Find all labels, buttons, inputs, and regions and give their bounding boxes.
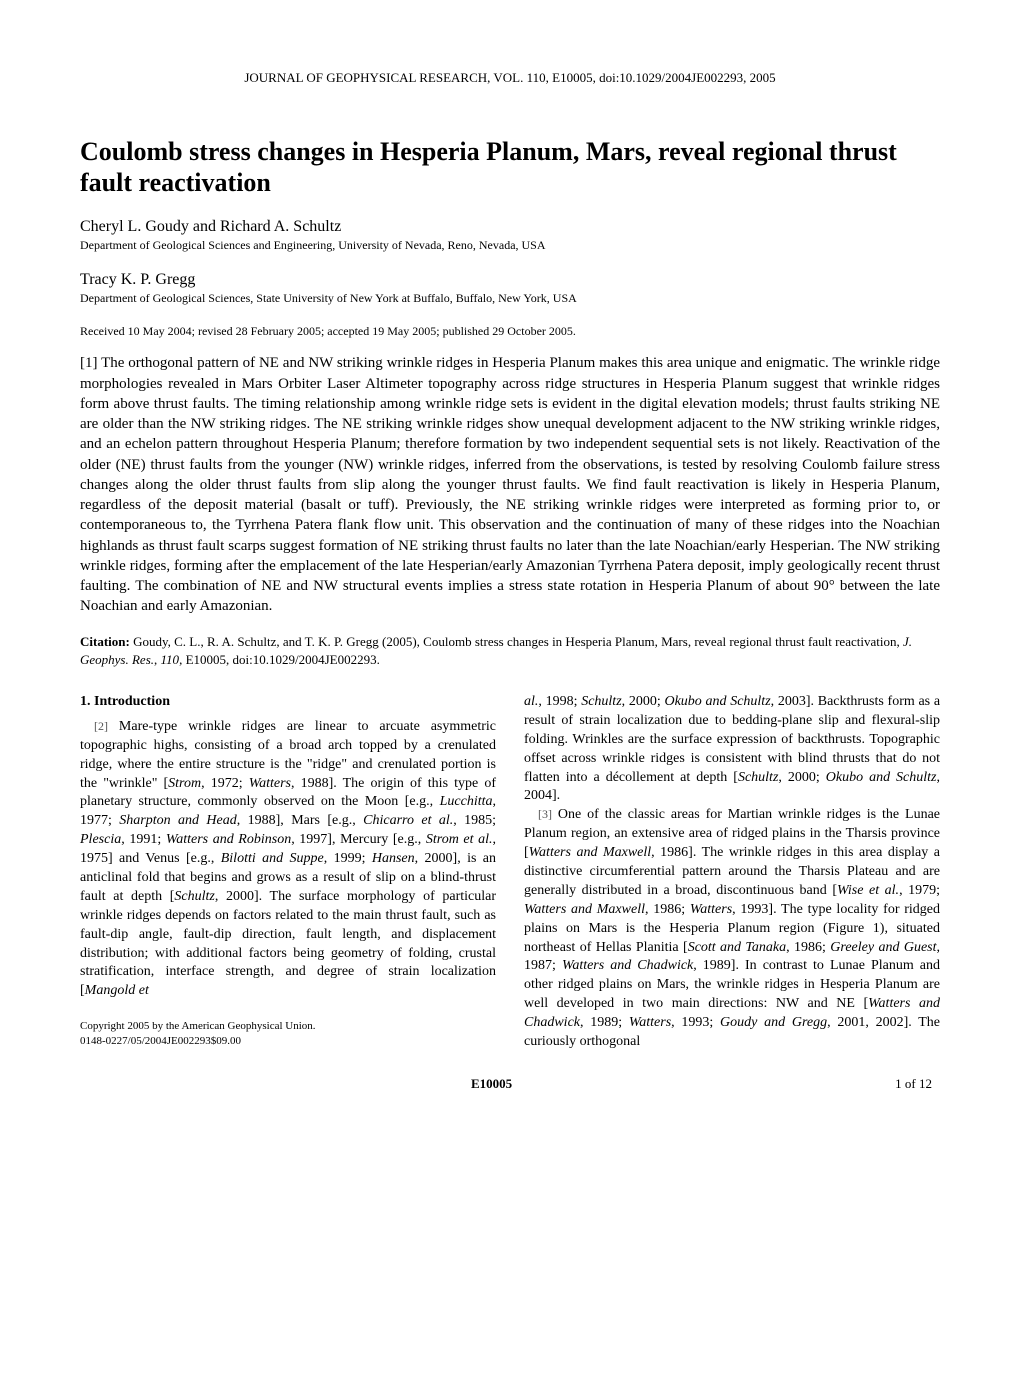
p2-ref-11: Schultz [174, 889, 214, 904]
p2c-ref-2: Schultz [581, 694, 621, 709]
column-left: 1. Introduction [2] Mare-type wrinkle ri… [80, 693, 496, 1052]
p3-ref-5: Scott and Tanaka [688, 940, 786, 955]
journal-header: JOURNAL OF GEOPHYSICAL RESEARCH, VOL. 11… [80, 70, 940, 86]
p3-ref-4: Watters [690, 902, 732, 917]
p2-text-l: , 2000]. The surface morphology of parti… [80, 889, 496, 998]
p3-ref-3: Watters and Maxwell [524, 902, 645, 917]
p2-text-f: , 1985; [453, 813, 496, 828]
p3-text-d: , 1986; [645, 902, 690, 917]
article-title: Coulomb stress changes in Hesperia Planu… [80, 136, 940, 198]
author-2-affiliation: Department of Geological Sciences, State… [80, 291, 940, 306]
copyright-line-1: Copyright 2005 by the American Geophysic… [80, 1019, 496, 1033]
p3-ref-9: Watters [629, 1015, 671, 1030]
column-right: al., 1998; Schultz, 2000; Okubo and Schu… [524, 693, 940, 1052]
article-dates: Received 10 May 2004; revised 28 Februar… [80, 324, 940, 339]
p2c-text-a: , 1998; [538, 694, 581, 709]
p2-ref-9: Bilotti and Suppe [221, 851, 324, 866]
citation-text-before: Goudy, C. L., R. A. Schultz, and T. K. P… [133, 634, 903, 649]
section-1-heading: 1. Introduction [80, 693, 496, 712]
p3-text-f: , 1986; [786, 940, 830, 955]
para-2-prefix: [2] [94, 719, 108, 733]
p2-ref-10: Hansen [372, 851, 415, 866]
p2-ref-6: Plescia [80, 832, 121, 847]
p2-text-e: , 1988], Mars [e.g., [237, 813, 363, 828]
p2c-ref-3: Okubo and Schultz [664, 694, 770, 709]
p2-ref-12: Mangold et [85, 983, 149, 998]
p2-text-g: , 1991; [121, 832, 166, 847]
abstract: [1] The orthogonal pattern of NE and NW … [80, 353, 940, 616]
p2-ref-7: Watters and Robinson [166, 832, 291, 847]
p2-ref-4: Sharpton and Head [119, 813, 236, 828]
p2c-ref-4: Schultz [738, 770, 778, 785]
footer-center: E10005 [471, 1076, 512, 1092]
p3-text-i: , 1989; [580, 1015, 629, 1030]
body-columns: 1. Introduction [2] Mare-type wrinkle ri… [80, 693, 940, 1052]
citation-label: Citation: [80, 634, 130, 649]
footer-right: 1 of 12 [895, 1076, 932, 1092]
p3-ref-1: Watters and Maxwell [529, 845, 652, 860]
page-container: JOURNAL OF GEOPHYSICAL RESEARCH, VOL. 11… [0, 0, 1020, 1132]
citation-text-after: , E10005, doi:10.1029/2004JE002293. [179, 652, 380, 667]
p2-ref-3: Lucchitta [440, 794, 493, 809]
author-1-name: Cheryl L. Goudy and Richard A. Schultz [80, 218, 940, 236]
p2c-ref-1: al. [524, 694, 538, 709]
p3-text-j: , 1993; [671, 1015, 720, 1030]
p3-ref-6: Greeley and Guest [830, 940, 936, 955]
p3-ref-2: Wise et al. [837, 883, 899, 898]
p3-text-c: , 1979; [899, 883, 940, 898]
p2-ref-1: Strom [168, 776, 201, 791]
page-footer: E10005 1 of 12 [80, 1076, 940, 1092]
p2-text-b: , 1972; [201, 776, 249, 791]
p2-ref-8: Strom et al. [426, 832, 493, 847]
author-1-affiliation: Department of Geological Sciences and En… [80, 238, 940, 253]
p2-ref-5: Chicarro et al. [363, 813, 453, 828]
p3-ref-10: Goudy and Gregg [720, 1015, 827, 1030]
p2-text-j: , 1999; [324, 851, 372, 866]
citation: Citation: Goudy, C. L., R. A. Schultz, a… [80, 633, 940, 669]
p2c-text-b: , 2000; [622, 694, 665, 709]
p2c-text-d: , 2000; [778, 770, 825, 785]
abstract-prefix: [1] [80, 355, 98, 371]
copyright: Copyright 2005 by the American Geophysic… [80, 1019, 496, 1048]
paragraph-3: [3] One of the classic areas for Martian… [524, 806, 940, 1052]
citation-volume: 110 [161, 652, 180, 667]
author-2-name: Tracy K. P. Gregg [80, 271, 940, 289]
p2-text-h: , 1997], Mercury [e.g., [291, 832, 426, 847]
para-3-prefix: [3] [538, 807, 552, 821]
p2-ref-2: Watters [249, 776, 291, 791]
abstract-text: The orthogonal pattern of NE and NW stri… [80, 355, 940, 614]
copyright-line-2: 0148-0227/05/2004JE002293$09.00 [80, 1034, 496, 1048]
paragraph-2-continued: al., 1998; Schultz, 2000; Okubo and Schu… [524, 693, 940, 806]
p3-ref-7: Watters and Chadwick [562, 958, 693, 973]
paragraph-2: [2] Mare-type wrinkle ridges are linear … [80, 718, 496, 1001]
p2c-ref-5: Okubo and Schultz [826, 770, 937, 785]
